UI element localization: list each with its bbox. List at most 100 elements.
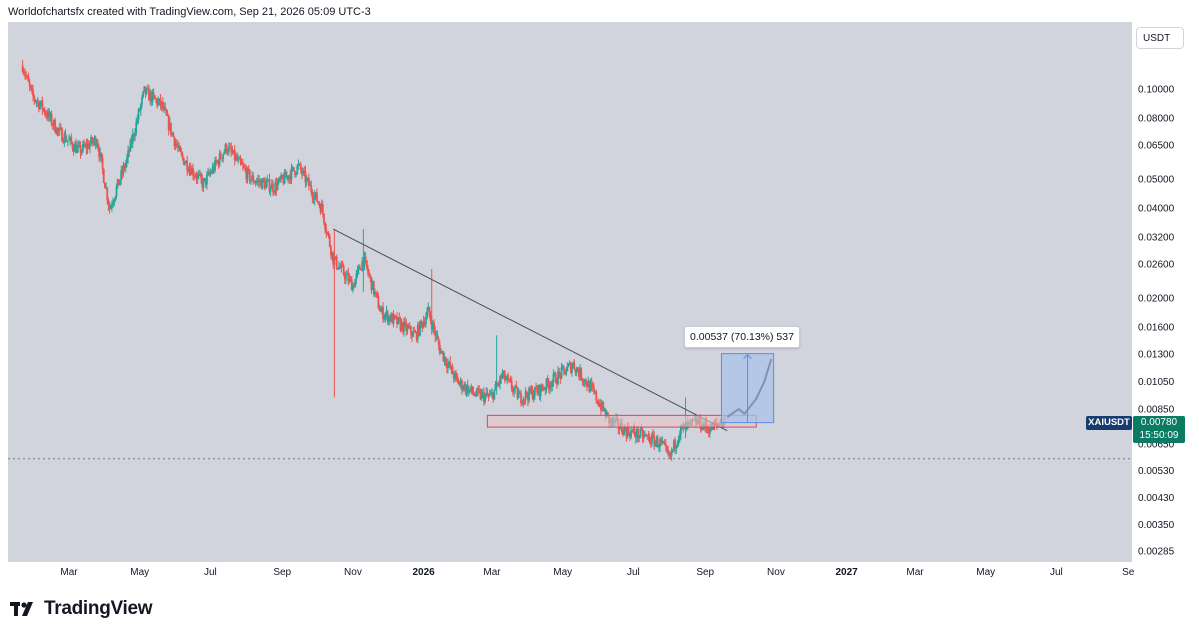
candle-body [53,119,55,126]
candle-body [204,178,207,185]
candle-body [37,101,40,109]
candle-body [127,150,130,158]
candle-body [598,404,601,407]
candle-body [528,387,530,401]
candle-body [641,430,644,439]
candle-body [167,115,170,130]
candle-body [156,99,158,106]
candle-body [421,322,424,327]
candle-body [406,326,409,331]
candle-body [328,236,331,247]
candle-body [404,321,406,323]
candle-body [517,393,520,399]
candle-body [281,175,284,179]
candle-body [676,443,679,446]
candle-body [195,176,198,179]
candle-body [309,184,311,186]
x-tick-label: Sep [273,567,291,578]
candle-body [34,99,37,102]
y-tick-label: 0.00430 [1138,493,1175,504]
candle-body [141,96,143,105]
candle-body [371,281,374,291]
candle-body [529,387,532,393]
candle-body [339,266,342,269]
candle-body [244,167,247,170]
candle-body [105,187,107,189]
candle-body [635,429,638,438]
candle-body [554,373,557,384]
candle-body [132,133,135,137]
candle-body [200,173,203,179]
candle-body [153,95,156,99]
candle-body [420,320,423,323]
candle-body [151,92,154,103]
candle-body [316,192,318,202]
x-tick-label: Nov [767,567,785,578]
candle-body [302,170,304,175]
candle-body [674,440,677,449]
candle-body [56,128,59,134]
candle-body [415,332,418,340]
candle-body [547,383,550,389]
candle-body [92,141,95,143]
candle-body [136,119,139,122]
candle-body [586,384,588,388]
candle-body [500,375,503,379]
candle-body [238,158,241,160]
candle-body [356,269,359,274]
candle-body [173,136,176,146]
candle-body [384,314,387,318]
candle-body [26,76,29,78]
x-tick-label: Mar [60,567,78,578]
candle-body [452,374,455,379]
candle-body [161,101,164,109]
candle-body [369,275,372,278]
candle-body [633,428,636,435]
candle-body [623,426,626,436]
candle-body [477,388,479,391]
candle-body [469,388,471,390]
candle-body [376,293,379,297]
y-axis-panel [1132,22,1192,562]
candle-body [310,184,313,193]
candle-body [542,388,544,390]
x-tick-label: May [553,567,572,578]
candle-body [708,430,711,434]
candle-body [363,256,366,266]
candle-body [236,156,238,161]
candle-body [399,319,402,330]
candle-body [292,167,295,171]
candle-body [578,371,580,377]
candle-body [486,392,489,396]
candle-body [109,206,112,209]
candle-body [525,391,528,397]
y-axis-ticks: 0.10000 0.08000 0.06500 0.05000 0.04000 0.032… [1138,85,1175,558]
candle-body [538,385,541,397]
candle-body [465,384,468,393]
candle-body [73,144,76,152]
tradingview-logo[interactable]: TradingView [10,598,153,620]
candle-body [152,92,155,96]
candle-body [605,412,608,418]
candle-body [670,450,673,456]
candle-body [269,188,272,192]
candle-body [511,389,514,392]
candle-body [304,170,307,183]
candle-body [655,437,658,443]
candle-body [318,202,321,206]
x-tick-label: Se [1122,567,1135,578]
candle-body [139,104,142,111]
candle-body [427,306,430,312]
candle-body [217,160,220,166]
candle-body [481,392,484,394]
candle-body [239,158,242,163]
candle-body [460,380,463,390]
candle-body [561,366,564,368]
currency-button[interactable]: USDT [1136,27,1184,49]
candle-body [240,162,243,165]
candle-body [443,356,446,361]
x-tick-label: Nov [344,567,362,578]
candle-body [647,435,650,437]
x-tick-label: 2026 [412,567,435,578]
